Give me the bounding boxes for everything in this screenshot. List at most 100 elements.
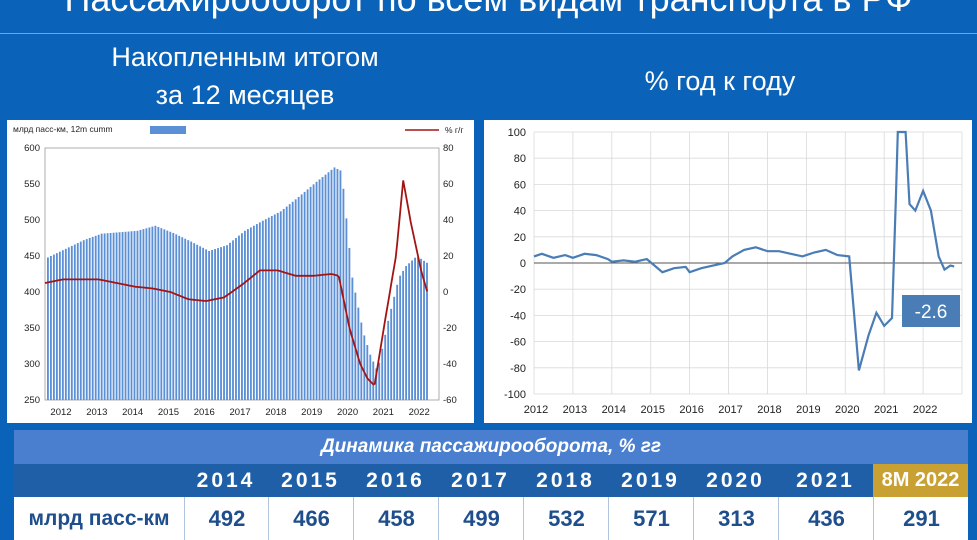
- bar: [220, 247, 222, 400]
- bar: [166, 230, 169, 400]
- bar: [214, 249, 217, 400]
- bar: [187, 240, 190, 400]
- right-chart-panel: 100 80 60 40 20 0 -20 -40 -60 -80 -100 2012 2013 2014…: [484, 120, 972, 423]
- bar: [315, 181, 318, 400]
- bar: [70, 245, 73, 400]
- bar: [61, 250, 64, 400]
- bar: [318, 179, 321, 400]
- bar: [408, 263, 411, 400]
- year-2016: 2016: [366, 469, 425, 492]
- bar: [420, 258, 422, 400]
- y-tick-left: 450: [24, 251, 40, 262]
- bar: [267, 217, 270, 400]
- bar: [276, 212, 279, 400]
- bar: [333, 167, 336, 400]
- bar: [178, 235, 181, 400]
- bar: [255, 224, 258, 400]
- bar: [390, 308, 393, 400]
- x-tick-label: 2020: [835, 404, 859, 416]
- bar: [196, 244, 199, 400]
- bar: [426, 262, 428, 400]
- bar: [336, 168, 339, 400]
- left-subtitle: Накопленным итогом за 12 месяцев: [40, 38, 450, 114]
- bar: [127, 231, 130, 400]
- bar: [309, 186, 312, 400]
- year-2019: 2019: [621, 469, 680, 492]
- year-2017: 2017: [451, 469, 510, 492]
- bar: [321, 177, 324, 400]
- bar: [252, 225, 255, 400]
- bar: [148, 227, 151, 400]
- bar: [232, 240, 234, 400]
- bar: [163, 229, 166, 400]
- bar: [49, 256, 52, 400]
- bar: [249, 227, 252, 400]
- y-tick-label: -20: [510, 284, 526, 296]
- y-tick-right: -20: [443, 323, 457, 334]
- series-line-yoy: [533, 130, 955, 371]
- y-tick-label: 60: [514, 179, 526, 191]
- bar: [175, 234, 178, 400]
- bar: [136, 230, 139, 400]
- bar: [402, 270, 405, 400]
- x-tick-label: 2018: [757, 404, 781, 416]
- left-subtitle-line1: Накопленным итогом: [111, 42, 379, 72]
- bar: [366, 345, 369, 400]
- bar: [106, 233, 109, 400]
- bar: [217, 248, 219, 400]
- year-2018: 2018: [536, 469, 595, 492]
- year-2020: 2020: [706, 469, 765, 492]
- value-2020: 313: [693, 497, 779, 540]
- bar: [312, 184, 315, 400]
- bar: [411, 260, 414, 400]
- bar: [369, 354, 372, 400]
- y-tick-label: -60: [510, 337, 526, 349]
- bar: [58, 251, 61, 400]
- bar: [85, 239, 88, 400]
- x-tick-label: 2015: [640, 404, 664, 416]
- bar: [226, 245, 228, 400]
- x-tick-label: 2017: [718, 404, 742, 416]
- bar: [199, 246, 202, 400]
- bar: [273, 214, 276, 400]
- x-tick-label: 2020: [337, 407, 358, 418]
- bar: [270, 216, 273, 400]
- y-tick-label: 80: [514, 153, 526, 165]
- annotation-box: [902, 295, 960, 327]
- bar: [142, 229, 145, 400]
- bar: [360, 322, 363, 400]
- value-2016: 458: [353, 497, 439, 540]
- bar: [82, 240, 85, 400]
- bar: [306, 189, 309, 400]
- y-tick-right: 60: [443, 179, 454, 190]
- x-tick-label: 2021: [373, 407, 394, 418]
- bar: [202, 247, 205, 400]
- x-tick-label: 2012: [50, 407, 71, 418]
- annotation-label: -2.6: [915, 302, 948, 323]
- value-2015: 466: [268, 497, 354, 540]
- right-subtitle: % год к году: [644, 66, 796, 96]
- bar: [208, 250, 211, 400]
- left-subtitle-line2: за 12 месяцев: [155, 80, 335, 110]
- bar: [109, 232, 112, 400]
- value-8m-2022: 291: [873, 497, 969, 540]
- legend-line-label: % г/г: [445, 125, 463, 135]
- year-8m-2022: 8M 2022: [873, 464, 968, 497]
- bar: [190, 241, 193, 400]
- bar: [133, 231, 136, 400]
- bar: [246, 229, 249, 400]
- bar: [55, 253, 58, 400]
- bar: [405, 266, 408, 400]
- y-tick-label: 20: [514, 232, 526, 244]
- bar: [139, 229, 142, 400]
- bar: [238, 235, 240, 400]
- bar: [52, 254, 55, 400]
- x-tick-label: 2017: [230, 407, 251, 418]
- y-tick-label: -100: [504, 389, 526, 401]
- bar: [79, 241, 82, 400]
- bar: [387, 320, 390, 400]
- bar: [294, 199, 297, 400]
- value-2014: 492: [184, 497, 269, 540]
- bar: [94, 235, 97, 400]
- y-tick-right: 20: [443, 251, 454, 262]
